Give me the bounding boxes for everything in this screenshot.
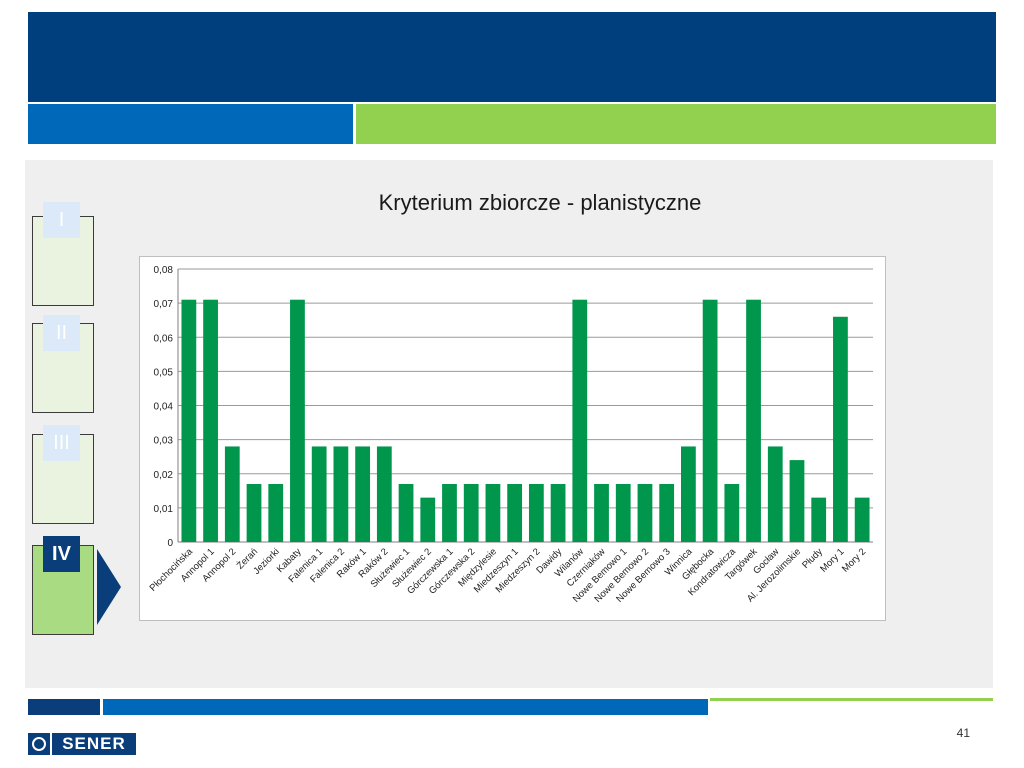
bar [615,483,631,542]
bar [854,497,870,542]
bar [485,483,501,542]
bar [268,483,284,542]
logo-emblem-icon [28,733,50,755]
header-green-strip [356,104,996,144]
y-tick-label: 0,08 [154,265,174,276]
bar [420,497,436,542]
logo-wordmark: SENER [52,733,136,755]
y-tick-label: 0 [167,538,173,549]
bar [637,483,653,542]
y-tick-label: 0,05 [154,367,174,378]
bar [203,299,218,542]
page-number: 41 [956,726,970,740]
y-tick-label: 0,02 [154,470,174,481]
sener-logo: SENER [28,733,136,755]
stage-badge-2: II [43,315,80,351]
header-blue-strip [28,104,353,144]
bar [702,299,718,542]
footer-navy-strip [28,699,100,715]
stage-badge-4-active: IV [43,536,80,572]
bar [398,483,414,542]
bar [789,460,805,542]
bar [724,483,740,542]
bar [355,446,370,542]
bar [833,316,848,542]
bar [290,299,305,542]
bar [246,483,262,542]
footer-blue-strip [103,699,708,715]
bar [181,299,197,542]
bar [463,483,479,542]
bar [528,483,544,542]
bar [681,446,696,542]
slide-title: Kryterium zbiorcze - planistyczne [378,190,702,215]
bar [746,299,761,542]
chart-frame: 0 0,01 0,02 0,03 0,04 0,05 0,06 0,07 0,08 Płochoc… [139,256,886,621]
bar-chart: 00,010,020,030,040,050,060,070,08Płochoc… [148,265,873,605]
bar [442,483,457,542]
bar [811,497,827,542]
x-tick-label: Mory 2 [840,546,868,574]
header-band [28,12,996,102]
bar [224,446,240,542]
bar [550,483,566,542]
y-tick-label: 0,01 [154,504,174,515]
active-stage-arrow-icon [97,549,121,625]
bar [594,483,609,542]
footer-green-line [710,698,993,701]
y-tick-label: 0,03 [154,436,174,447]
bar [767,446,783,542]
bar [376,446,392,542]
bar [659,483,675,542]
bar [311,446,327,542]
y-tick-label: 0,04 [154,402,174,413]
bar [572,299,588,542]
stage-badge-3: III [43,425,80,461]
bar [507,483,523,542]
bar [333,446,349,542]
stage-badge-1: I [43,202,80,238]
y-tick-label: 0,07 [154,299,174,310]
y-tick-label: 0,06 [154,333,174,344]
stage-box-4-active [32,545,94,635]
